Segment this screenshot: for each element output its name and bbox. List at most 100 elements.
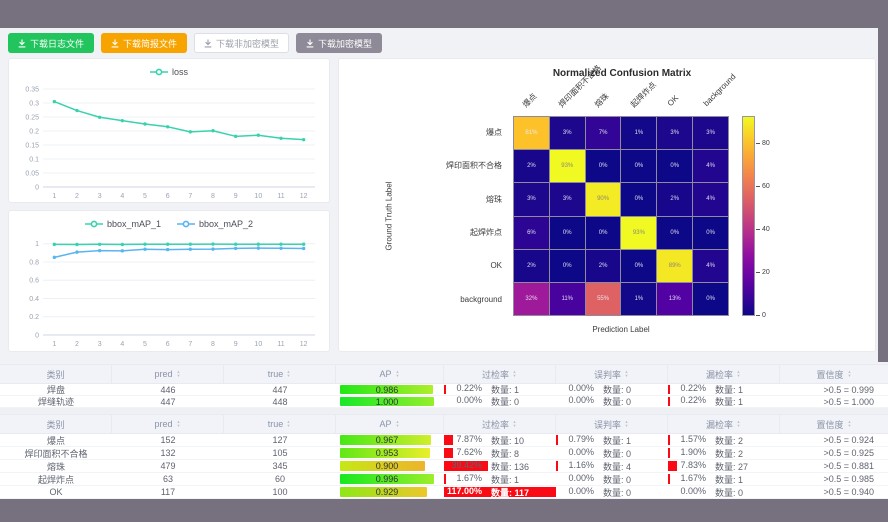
sort-icon[interactable]: ▲ ▼ <box>847 369 851 379</box>
column-header-pred[interactable]: pred ▲ ▼ <box>112 415 224 433</box>
sort-icon[interactable]: ▲ ▼ <box>624 419 629 429</box>
sort-icon[interactable]: ▲ ▼ <box>176 369 180 379</box>
cm-colorbar-tick: 60 <box>756 183 770 190</box>
button-label: 下载简报文件 <box>123 38 178 49</box>
legend-label: bbox_mAP_2 <box>199 219 254 229</box>
cm-cell: 3% <box>549 117 585 150</box>
svg-text:0.2: 0.2 <box>29 129 39 136</box>
column-header-label: true <box>267 369 284 379</box>
legend-item-bbox_mAP_2[interactable]: bbox_mAP_2 <box>177 219 253 229</box>
column-header-置信度[interactable]: 置信度 ▲ ▼ <box>780 415 888 433</box>
sort-icon[interactable]: ▲ ▼ <box>847 419 851 429</box>
cm-cell: 3% <box>657 117 693 150</box>
legend-label: loss <box>171 67 188 77</box>
rate-bar <box>668 385 670 394</box>
legend-item-bbox_mAP_1[interactable]: bbox_mAP_1 <box>84 219 161 229</box>
column-header-label: true <box>267 419 284 429</box>
svg-text:10: 10 <box>254 341 262 348</box>
column-header-class: 类别 <box>0 365 112 383</box>
confidence-cell: >0.5 = 1.000 <box>823 396 874 407</box>
sort-icon[interactable]: ▲ ▼ <box>736 369 741 379</box>
rate-cell: 7.87% 数量: 10 <box>444 434 556 446</box>
rate-cell: 0.22% 数量: 1 <box>668 384 780 395</box>
sort-icon[interactable]: ▲ ▼ <box>286 369 291 379</box>
cm-cell: 2% <box>657 183 693 216</box>
svg-text:3: 3 <box>98 341 102 348</box>
sort-icon[interactable]: ▲ ▼ <box>512 369 517 379</box>
svg-text:10: 10 <box>254 193 262 200</box>
loss-chart-legend: loss <box>9 59 329 82</box>
confidence-cell: >0.5 = 0.924 <box>823 435 874 445</box>
rate-cell: 7.83% 数量: 27 <box>668 460 780 472</box>
sort-icon[interactable]: ▲ ▼ <box>286 419 291 429</box>
column-header-label: 误判率 <box>594 369 622 380</box>
cm-row-label: 起焊炸点 <box>470 228 502 238</box>
column-header-漏检率[interactable]: 漏检率 ▲ ▼ <box>668 365 780 383</box>
pred-count: 446 <box>160 384 176 395</box>
sort-icon[interactable]: ▲ ▼ <box>395 369 399 379</box>
true-count: 345 <box>272 461 288 471</box>
rate-cell: 1.57% 数量: 2 <box>668 434 780 446</box>
legend-item-loss[interactable]: loss <box>149 67 188 77</box>
cm-cell: 0% <box>549 216 585 249</box>
bbox-map-chart-svg: 00.20.40.60.811 2 3 4 5 6 7 8 9 10 11 12 <box>29 241 315 348</box>
ap-cell: 1.000 <box>340 397 434 406</box>
true-count: 448 <box>272 396 288 407</box>
cm-colorbar-tick: 40 <box>756 226 770 233</box>
rate-cell: 1.16% 数量: 4 <box>556 460 668 472</box>
rate-cell: 0.22% 数量: 1 <box>444 384 556 395</box>
svg-text:0: 0 <box>35 333 39 340</box>
confusion-matrix-title: Normalized Confusion Matrix <box>552 68 692 79</box>
true-count: 60 <box>274 474 285 484</box>
download-encrypted-model-button[interactable]: 下载加密模型 <box>296 33 383 53</box>
column-header-true[interactable]: true ▲ ▼ <box>224 415 336 433</box>
confidence-cell: >0.5 = 0.999 <box>823 384 874 395</box>
cm-row-label: OK <box>490 261 502 271</box>
cm-cell: 32% <box>514 282 549 315</box>
svg-text:0.4: 0.4 <box>29 296 39 303</box>
confusion-matrix-card: Normalized Confusion Matrix 爆点 焊印面积不合格 熔珠起… <box>338 58 876 352</box>
column-header-漏检率[interactable]: 漏检率 ▲ ▼ <box>668 415 780 433</box>
legend-line-icon <box>84 220 103 228</box>
sort-icon[interactable]: ▲ ▼ <box>176 419 180 429</box>
cm-cell: 3% <box>514 183 549 216</box>
column-header-误判率[interactable]: 误判率 ▲ ▼ <box>556 365 668 383</box>
column-header-true[interactable]: true ▲ ▼ <box>224 365 336 383</box>
sort-icon[interactable]: ▲ ▼ <box>395 419 399 429</box>
download-log-button[interactable]: 下载日志文件 <box>8 33 95 53</box>
rate-cell: 1.90% 数量: 2 <box>668 447 780 459</box>
table-row-OK: OK 117 100 0.929 117.00% 数量: 117 0.00% 数量: 0 0.0… <box>0 486 888 499</box>
sort-icon[interactable]: ▲ ▼ <box>736 419 741 429</box>
download-plain-model-button[interactable]: 下载非加密模型 <box>194 33 290 53</box>
column-header-label: 过检率 <box>482 369 510 380</box>
rate-bar <box>668 397 670 406</box>
loss-chart: 0 0.05 0.1 0.15 0.2 0.25 0.3 0.35 1 2 3 4 5 6 7 8 9 10 11 1… <box>9 82 329 207</box>
svg-text:0.6: 0.6 <box>29 278 39 285</box>
column-header-误判率[interactable]: 误判率 ▲ ▼ <box>556 415 668 433</box>
cm-column-label: OK <box>665 93 681 108</box>
column-header-label: AP <box>379 369 392 379</box>
column-header-AP[interactable]: AP ▲ ▼ <box>336 365 444 383</box>
sort-icon[interactable]: ▲ ▼ <box>624 369 629 379</box>
column-header-过检率[interactable]: 过检率 ▲ ▼ <box>444 365 556 383</box>
column-header-置信度[interactable]: 置信度 ▲ ▼ <box>780 365 888 383</box>
svg-text:1: 1 <box>52 341 56 348</box>
ap-cell: 0.929 <box>340 487 434 497</box>
svg-text:5: 5 <box>143 341 147 348</box>
column-header-AP[interactable]: AP ▲ ▼ <box>336 415 444 433</box>
ap-bar <box>340 397 434 406</box>
column-header-label: 过检率 <box>482 419 510 430</box>
rate-bar <box>444 435 453 445</box>
rate-cell: 7.62% 数量: 8 <box>444 447 556 459</box>
column-header-pred[interactable]: pred ▲ ▼ <box>112 365 224 383</box>
sort-icon[interactable]: ▲ ▼ <box>512 419 517 429</box>
svg-text:9: 9 <box>234 193 238 200</box>
download-report-button[interactable]: 下载简报文件 <box>101 33 188 53</box>
column-header-过检率[interactable]: 过检率 ▲ ▼ <box>444 415 556 433</box>
cm-column-label: 熔珠 <box>592 91 611 110</box>
svg-text:8: 8 <box>211 341 215 348</box>
bbox-map-chart-card: bbox_mAP_1 bbox_mAP_2 0 0.2 0.4 0.6 0.8 1 1 2 3 4 5… <box>8 210 330 352</box>
svg-text:0.2: 0.2 <box>29 314 39 321</box>
true-count: 100 <box>272 487 288 497</box>
svg-text:5: 5 <box>143 193 147 200</box>
